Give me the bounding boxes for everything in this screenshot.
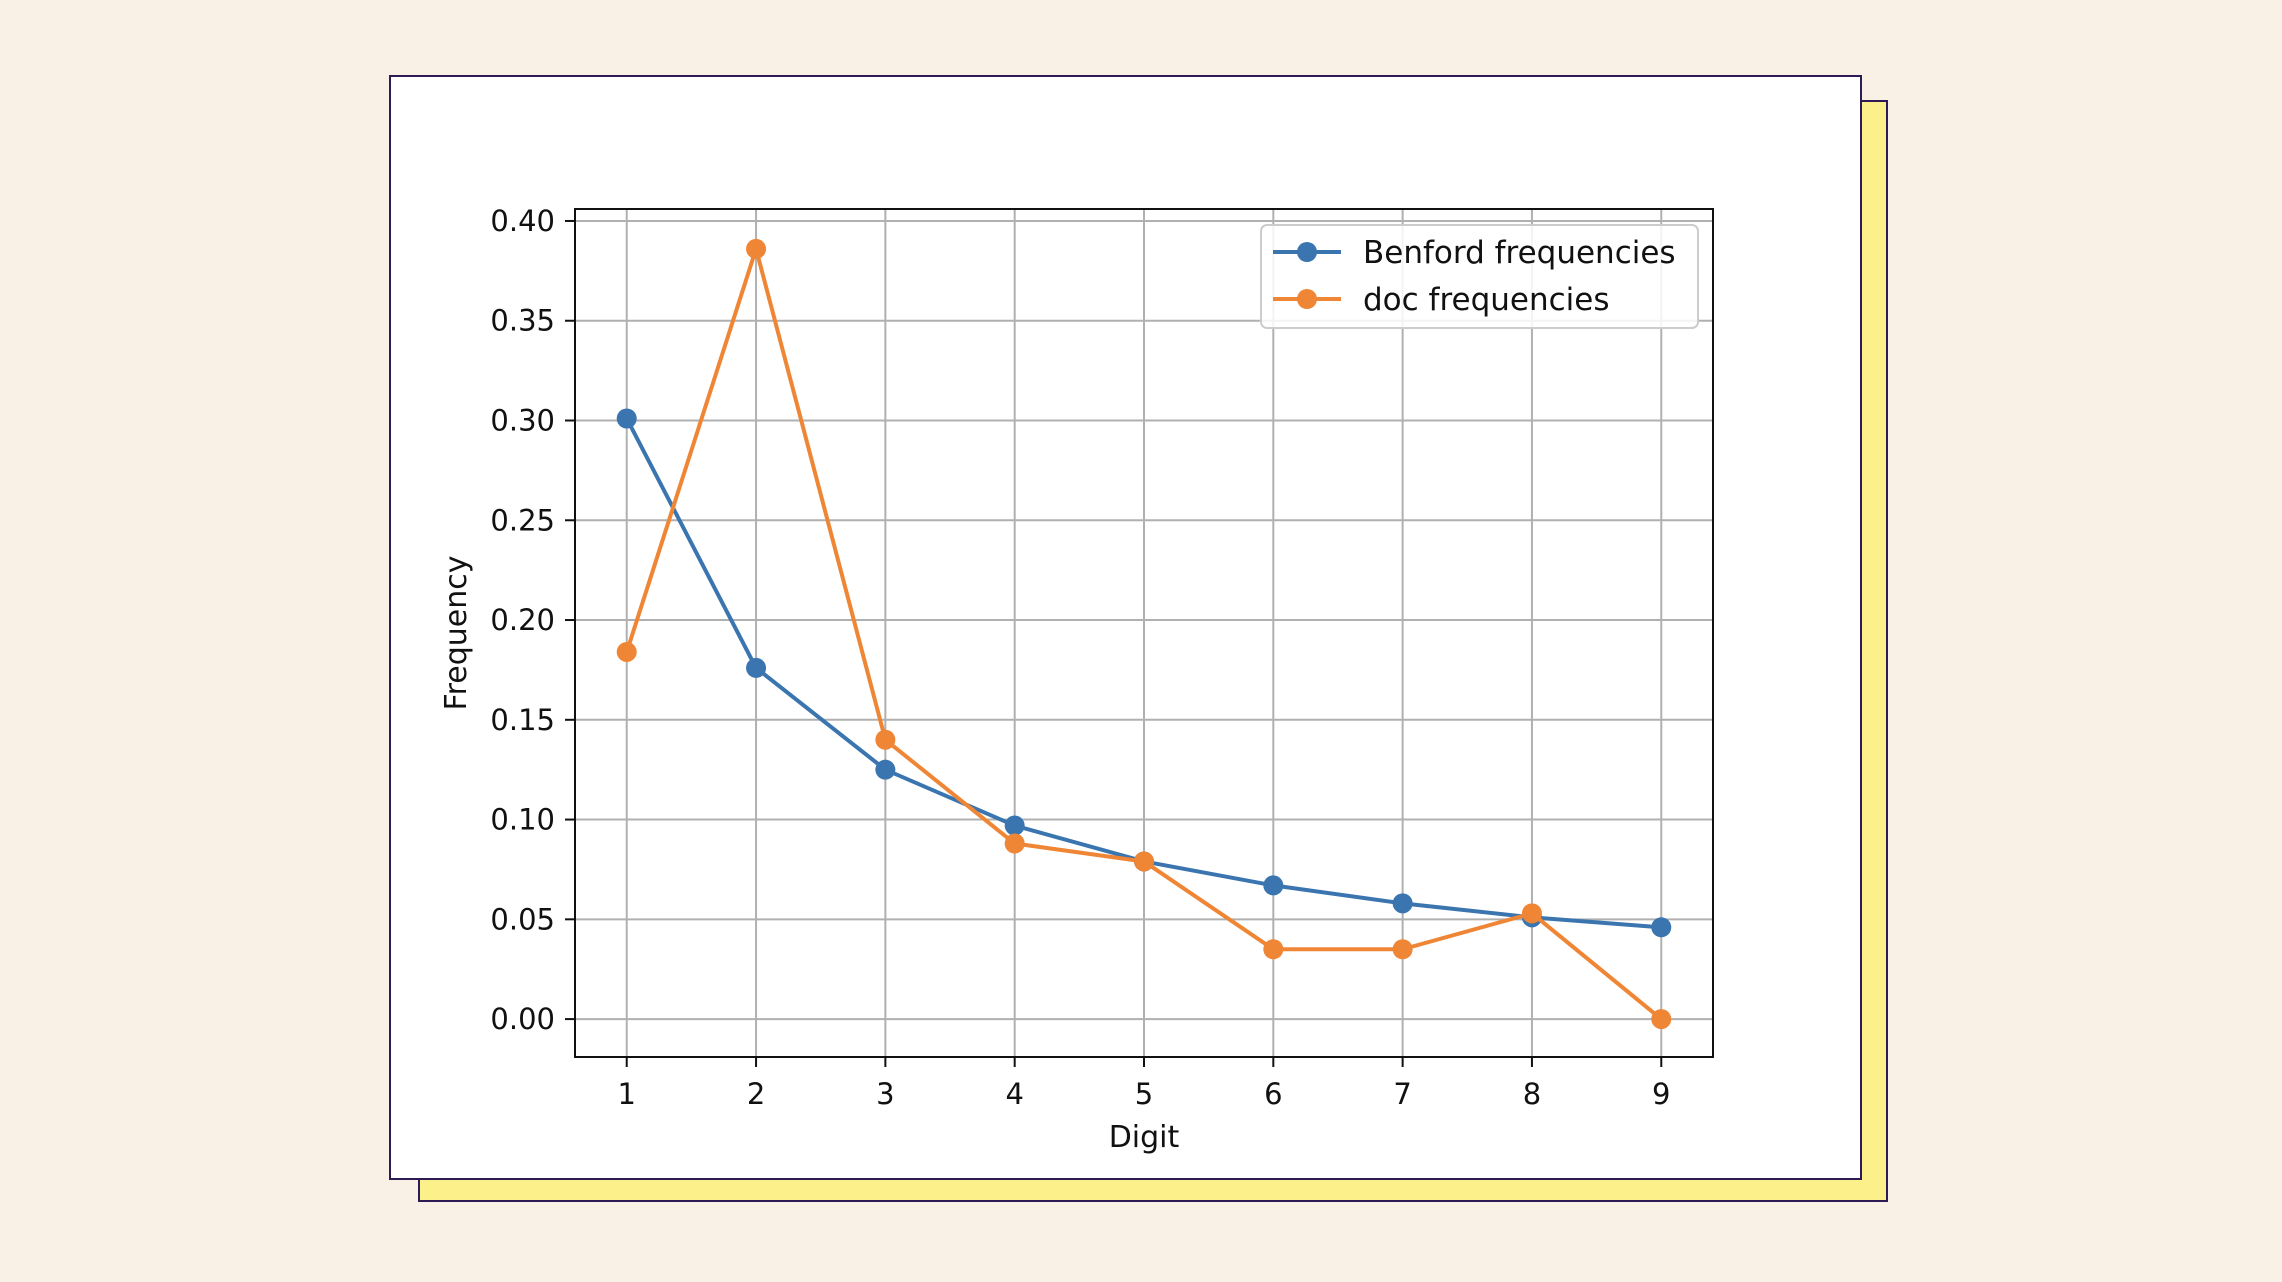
legend: Benford frequencies doc frequencies (1260, 224, 1699, 329)
data-point (616, 641, 637, 662)
x-tick-label: 8 (1523, 1077, 1541, 1111)
y-axis-label: Frequency (439, 556, 474, 711)
x-tick-label: 6 (1264, 1077, 1282, 1111)
data-point (875, 729, 896, 750)
y-tick-label: 0.20 (490, 603, 555, 637)
legend-box (1260, 224, 1699, 329)
legend-label: Benford frequencies (1363, 235, 1676, 271)
data-point (1651, 917, 1672, 938)
y-tick-label: 0.25 (490, 503, 555, 537)
x-axis-label: Digit (1109, 1120, 1180, 1155)
y-tick-label: 0.00 (490, 1002, 555, 1036)
legend-marker (1297, 289, 1317, 309)
data-point (746, 238, 767, 259)
data-point (1521, 903, 1542, 924)
x-tick-label: 1 (618, 1077, 636, 1111)
data-point (1392, 893, 1413, 914)
y-tick-label: 0.05 (490, 902, 555, 936)
x-tick-label: 7 (1393, 1077, 1411, 1111)
x-tick-label: 5 (1135, 1077, 1153, 1111)
y-tick-label: 0.15 (490, 703, 555, 737)
series-2 (616, 238, 1672, 1030)
data-point (1263, 939, 1284, 960)
data-point (616, 408, 637, 429)
x-tick-label: 3 (876, 1077, 894, 1111)
series-lines (616, 238, 1672, 1030)
data-point (875, 759, 896, 780)
data-point (746, 657, 767, 678)
y-tick-label: 0.30 (490, 404, 555, 438)
grid (575, 209, 1713, 1057)
ticks: 1 2 3 4 5 6 7 8 9 0.00 0.05 0.10 0.15 0.20 0.25 0.30 0.3… (490, 204, 1670, 1111)
legend-label: doc frequencies (1363, 282, 1610, 318)
x-tick-label: 9 (1652, 1077, 1670, 1111)
x-tick-label: 2 (747, 1077, 765, 1111)
legend-item: Benford frequencies (1273, 235, 1676, 271)
data-point (1263, 875, 1284, 896)
data-point (1134, 851, 1154, 872)
y-tick-label: 0.10 (490, 803, 555, 837)
data-point (1004, 815, 1025, 836)
legend-item: doc frequencies (1273, 282, 1610, 318)
x-tick-label: 4 (1005, 1077, 1023, 1111)
data-point (1004, 833, 1025, 854)
data-point (1392, 939, 1413, 960)
legend-marker (1297, 242, 1317, 262)
data-point (1651, 1009, 1672, 1030)
y-tick-label: 0.35 (490, 304, 555, 338)
y-tick-label: 0.40 (490, 204, 555, 238)
